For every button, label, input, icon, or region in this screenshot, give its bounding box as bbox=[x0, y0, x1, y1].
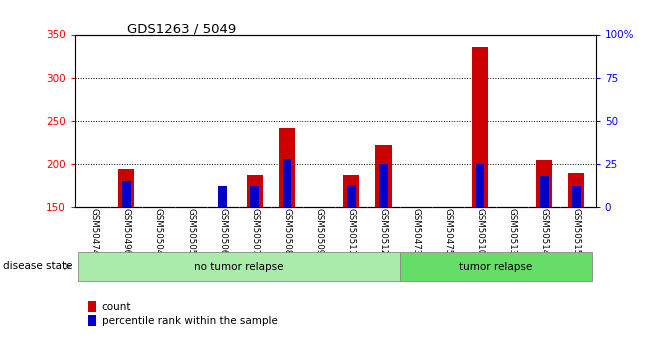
Bar bbox=[540, 176, 549, 207]
Text: GDS1263 / 5049: GDS1263 / 5049 bbox=[127, 22, 236, 36]
Text: percentile rank within the sample: percentile rank within the sample bbox=[102, 316, 277, 325]
Text: GSM50512: GSM50512 bbox=[379, 208, 388, 255]
Text: GSM50507: GSM50507 bbox=[251, 208, 259, 255]
Bar bbox=[568, 172, 585, 207]
Text: GSM50506: GSM50506 bbox=[218, 208, 227, 255]
Bar bbox=[379, 164, 388, 207]
Text: GSM50475: GSM50475 bbox=[443, 208, 452, 255]
Bar bbox=[475, 164, 484, 207]
Text: no tumor relapse: no tumor relapse bbox=[194, 262, 284, 272]
Text: GSM50474: GSM50474 bbox=[90, 208, 99, 255]
Text: GSM50511: GSM50511 bbox=[347, 208, 356, 255]
Bar bbox=[122, 181, 131, 207]
Bar bbox=[343, 175, 359, 207]
Text: GSM50509: GSM50509 bbox=[314, 208, 324, 255]
Bar bbox=[400, 252, 592, 281]
Bar bbox=[118, 169, 134, 207]
Bar bbox=[279, 128, 295, 207]
Text: GSM50514: GSM50514 bbox=[540, 208, 549, 255]
Text: disease state: disease state bbox=[3, 262, 73, 271]
Text: GSM50504: GSM50504 bbox=[154, 208, 163, 255]
Bar bbox=[247, 175, 263, 207]
Text: tumor relapse: tumor relapse bbox=[460, 262, 533, 272]
Text: GSM50473: GSM50473 bbox=[411, 208, 420, 255]
Text: GSM50515: GSM50515 bbox=[572, 208, 581, 255]
Text: GSM50513: GSM50513 bbox=[508, 208, 517, 255]
Text: GSM50505: GSM50505 bbox=[186, 208, 195, 255]
Bar bbox=[251, 186, 259, 207]
Bar bbox=[347, 185, 355, 207]
Bar bbox=[572, 186, 581, 207]
Text: GSM50510: GSM50510 bbox=[475, 208, 484, 255]
Bar bbox=[78, 252, 400, 281]
Bar bbox=[283, 159, 292, 207]
Text: GSM50496: GSM50496 bbox=[122, 208, 131, 255]
Text: GSM50508: GSM50508 bbox=[283, 208, 292, 255]
Text: count: count bbox=[102, 302, 131, 312]
Bar bbox=[218, 186, 227, 207]
Bar bbox=[472, 47, 488, 207]
Bar bbox=[376, 145, 391, 207]
Bar bbox=[536, 159, 552, 207]
